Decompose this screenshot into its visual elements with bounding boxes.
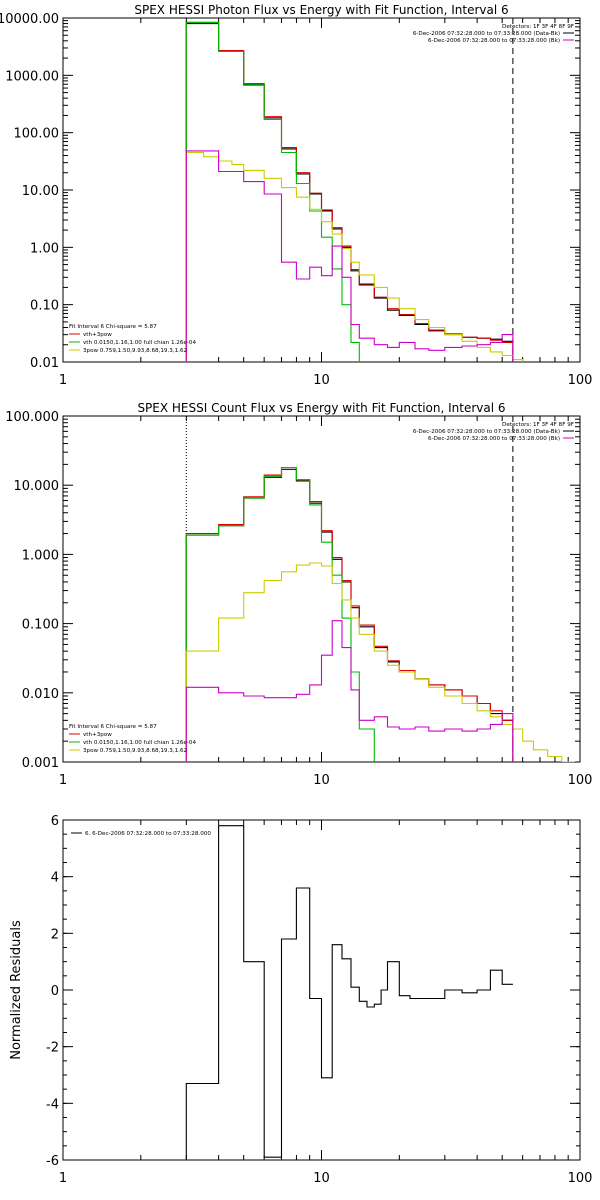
x-tick-label: 100 <box>568 773 593 788</box>
legend-entry: 3pow 0.759,1.50,9.93,8.68,19.3,1.62 <box>83 348 187 354</box>
x-tick-label: 10 <box>313 373 330 388</box>
y-tick-label: 1000.00 <box>5 69 59 84</box>
plot-frame <box>62 17 581 363</box>
y-tick-label: 10.00 <box>22 184 59 199</box>
legend-entry: 3pow 0.759,1.50,9.93,8.68,19.3,1.62 <box>83 748 187 754</box>
y-tick-label: -2 <box>46 1041 59 1056</box>
series-residuals <box>185 825 513 1160</box>
y-tick-label: -6 <box>46 1154 59 1169</box>
series-3pow <box>185 562 575 762</box>
y-tick-label: 4 <box>51 871 59 886</box>
y-tick-label: 1.000 <box>22 548 59 563</box>
x-tick-label: 1 <box>59 373 67 388</box>
series-group <box>185 466 575 762</box>
legend-entry: vth+3pow <box>83 332 112 338</box>
photon-flux-panel: SPEX HESSI Photon Flux vs Energy with Fi… <box>0 3 592 388</box>
series-vth_3pow <box>185 21 514 362</box>
chart-title: SPEX HESSI Photon Flux vs Energy with Fi… <box>134 3 508 17</box>
count-flux-panel: SPEX HESSI Count Flux vs Energy with Fit… <box>5 401 592 788</box>
x-tick-label: 1 <box>59 1171 67 1186</box>
legend-entry: Detectors: 1F 3F 4F 8F 9F <box>502 24 574 30</box>
x-tick-label: 100 <box>568 373 593 388</box>
y-tick-label: 0.10 <box>30 299 59 314</box>
series-group <box>185 825 513 1160</box>
series-group <box>185 21 524 362</box>
y-tick-label: 0 <box>51 984 59 999</box>
residuals-panel: Normalized Residuals 1 10 100 6 4 2 0 -2 -4 -6 6. 6… <box>9 814 592 1186</box>
legend-entry: 6-Dec-2006 07:32:28.000 to 07:33:28.000 … <box>428 38 560 44</box>
x-tick-label: 1 <box>59 773 67 788</box>
series-data_minus_bk <box>185 468 514 762</box>
x-tick-label: 10 <box>313 773 330 788</box>
y-tick-label: 2 <box>51 927 59 942</box>
plot-frame <box>62 415 581 763</box>
x-tick-label: 10 <box>313 1171 330 1186</box>
y-tick-label: 100.00 <box>14 127 60 142</box>
series-data_minus_bk <box>185 23 514 362</box>
y-tick-label: -4 <box>46 1097 59 1112</box>
y-tick-label: 0.01 <box>30 356 59 371</box>
plot-frame <box>62 819 581 1161</box>
legend-entry: 6-Dec-2006 07:32:28.000 to 07:33:28.000 … <box>428 436 560 442</box>
chart-title: SPEX HESSI Count Flux vs Energy with Fit… <box>137 401 505 415</box>
series-vth_3pow <box>185 466 514 762</box>
y-tick-label: 0.100 <box>22 618 59 633</box>
y-tick-label: 0.001 <box>22 756 59 771</box>
y-tick-label: 0.010 <box>22 687 59 702</box>
y-tick-label: 100.000 <box>5 410 59 425</box>
legend-entry: 6. 6-Dec-2006 07:32:28.000 to 07:33:28.0… <box>85 831 211 837</box>
legend-entry: vth 0.0150,1.16,1.00 full chian 1.26e-04 <box>83 340 196 346</box>
y-axis-label: Normalized Residuals <box>9 920 24 1060</box>
legend-entry: 6-Dec-2006 07:32:28.000 to 07:33:28.000 … <box>413 31 560 37</box>
y-tick-label: 1.00 <box>30 241 59 256</box>
y-tick-label: 10000.00 <box>0 12 59 27</box>
legend-entry: 6-Dec-2006 07:32:28.000 to 07:33:28.000 … <box>413 429 560 435</box>
series-bk <box>185 620 514 762</box>
y-tick-label: 10.000 <box>14 479 60 494</box>
x-tick-label: 100 <box>568 1171 593 1186</box>
series-bk <box>185 150 514 362</box>
legend-entry: vth 0.0150,1.16,1.00 full chian 1.26e-04 <box>83 740 196 746</box>
series-vth <box>185 22 360 362</box>
legend-entry: Fit Interval 6 Chi-square = 5.87 <box>69 324 157 330</box>
legend-entry: Detectors: 1F 3F 4F 8F 9F <box>502 422 574 428</box>
y-tick-label: 6 <box>51 814 59 829</box>
series-3pow <box>185 151 524 362</box>
legend-entry: vth+3pow <box>83 732 112 738</box>
legend-entry: Fit Interval 6 Chi-square = 5.87 <box>69 724 157 730</box>
